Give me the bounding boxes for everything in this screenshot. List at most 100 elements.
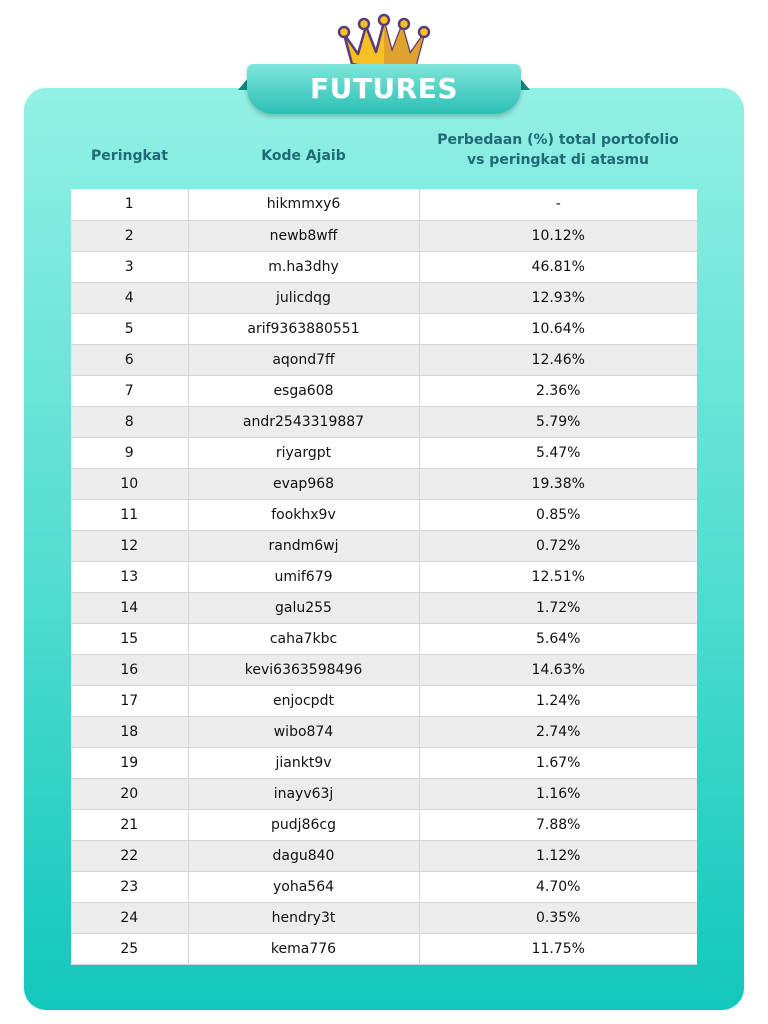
difference-cell: 1.72%: [418, 592, 697, 624]
difference-cell: 11.75%: [418, 933, 697, 965]
difference-cell: 4.70%: [418, 871, 697, 903]
table-row: 17 enjocpdt 1.24%: [71, 685, 697, 717]
rank-cell: 25: [71, 933, 188, 965]
table-row: 20 inayv63j 1.16%: [71, 778, 697, 810]
table-row: 24 hendry3t 0.35%: [71, 902, 697, 934]
rank-cell: 21: [71, 809, 188, 841]
difference-cell: 7.88%: [418, 809, 697, 841]
code-cell: julicdqg: [187, 282, 419, 314]
code-cell: hendry3t: [187, 902, 419, 934]
rank-cell: 7: [71, 375, 188, 407]
code-cell: yoha564: [187, 871, 419, 903]
rank-cell: 20: [71, 778, 188, 810]
rank-cell: 23: [71, 871, 188, 903]
code-cell: hikmmxy6: [187, 189, 419, 221]
rank-cell: 15: [71, 623, 188, 655]
banner-title: FUTURES: [247, 64, 521, 114]
code-cell: caha7kbc: [187, 623, 419, 655]
code-cell: galu255: [187, 592, 419, 624]
table-row: 8 andr2543319887 5.79%: [71, 406, 697, 438]
table-row: 6 aqond7ff 12.46%: [71, 344, 697, 376]
table-row: 23 yoha564 4.70%: [71, 871, 697, 903]
rank-cell: 24: [71, 902, 188, 934]
difference-cell: 5.47%: [418, 437, 697, 469]
crown-icon: [337, 13, 431, 70]
rank-cell: 13: [71, 561, 188, 593]
table-row: 18 wibo874 2.74%: [71, 716, 697, 748]
code-cell: arif9363880551: [187, 313, 419, 345]
difference-cell: 10.64%: [418, 313, 697, 345]
table-row: 5 arif9363880551 10.64%: [71, 313, 697, 345]
column-header-code: Kode Ajaib: [261, 148, 346, 164]
difference-cell: 12.46%: [418, 344, 697, 376]
rank-cell: 11: [71, 499, 188, 531]
code-cell: m.ha3dhy: [187, 251, 419, 283]
rank-cell: 5: [71, 313, 188, 345]
rank-cell: 9: [71, 437, 188, 469]
rank-cell: 2: [71, 220, 188, 252]
rank-cell: 12: [71, 530, 188, 562]
difference-cell: 1.16%: [418, 778, 697, 810]
difference-cell: 5.64%: [418, 623, 697, 655]
code-cell: inayv63j: [187, 778, 419, 810]
table-row: 16 kevi6363598496 14.63%: [71, 654, 697, 686]
difference-cell: 1.12%: [418, 840, 697, 872]
difference-cell: 19.38%: [418, 468, 697, 500]
rank-cell: 8: [71, 406, 188, 438]
table-row: 13 umif679 12.51%: [71, 561, 697, 593]
code-cell: kema776: [187, 933, 419, 965]
difference-cell: 14.63%: [418, 654, 697, 686]
code-cell: umif679: [187, 561, 419, 593]
table-row: 15 caha7kbc 5.64%: [71, 623, 697, 655]
code-cell: esga608: [187, 375, 419, 407]
table-row: 4 julicdqg 12.93%: [71, 282, 697, 314]
difference-cell: 1.24%: [418, 685, 697, 717]
code-cell: kevi6363598496: [187, 654, 419, 686]
rank-cell: 10: [71, 468, 188, 500]
rank-cell: 1: [71, 189, 188, 221]
difference-cell: -: [418, 189, 697, 221]
rank-cell: 19: [71, 747, 188, 779]
code-cell: pudj86cg: [187, 809, 419, 841]
code-cell: jiankt9v: [187, 747, 419, 779]
difference-cell: 10.12%: [418, 220, 697, 252]
table-row: 25 kema776 11.75%: [71, 933, 697, 965]
table-row: 3 m.ha3dhy 46.81%: [71, 251, 697, 283]
table-row: 22 dagu840 1.12%: [71, 840, 697, 872]
difference-cell: 0.72%: [418, 530, 697, 562]
table-row: 21 pudj86cg 7.88%: [71, 809, 697, 841]
rank-cell: 14: [71, 592, 188, 624]
difference-cell: 46.81%: [418, 251, 697, 283]
code-cell: riyargpt: [187, 437, 419, 469]
column-header-difference: Perbedaan (%) total portofolio vs pering…: [437, 132, 679, 168]
code-cell: newb8wff: [187, 220, 419, 252]
difference-cell: 1.67%: [418, 747, 697, 779]
table-row: 14 galu255 1.72%: [71, 592, 697, 624]
code-cell: randm6wj: [187, 530, 419, 562]
difference-cell: 12.51%: [418, 561, 697, 593]
code-cell: fookhx9v: [187, 499, 419, 531]
rank-cell: 4: [71, 282, 188, 314]
code-cell: wibo874: [187, 716, 419, 748]
code-cell: evap968: [187, 468, 419, 500]
rank-cell: 22: [71, 840, 188, 872]
difference-cell: 0.85%: [418, 499, 697, 531]
code-cell: aqond7ff: [187, 344, 419, 376]
leaderboard-table: 1 hikmmxy6-2 newb8wff 10.12% 3 m.ha3dhy 46.81%…: [71, 189, 697, 965]
table-row: 7 esga608 2.36%: [71, 375, 697, 407]
difference-cell: 2.36%: [418, 375, 697, 407]
table-row: 10 evap968 19.38%: [71, 468, 697, 500]
code-cell: dagu840: [187, 840, 419, 872]
difference-cell: 5.79%: [418, 406, 697, 438]
difference-cell: 0.35%: [418, 902, 697, 934]
table-row: 19 jiankt9v 1.67%: [71, 747, 697, 779]
table-row: 2 newb8wff 10.12%: [71, 220, 697, 252]
table-row: 11 fookhx9v 0.85%: [71, 499, 697, 531]
table-row: 9 riyargpt 5.47%: [71, 437, 697, 469]
rank-cell: 18: [71, 716, 188, 748]
code-cell: enjocpdt: [187, 685, 419, 717]
difference-cell: 12.93%: [418, 282, 697, 314]
column-header-rank: Peringkat: [91, 148, 168, 164]
difference-cell: 2.74%: [418, 716, 697, 748]
code-cell: andr2543319887: [187, 406, 419, 438]
